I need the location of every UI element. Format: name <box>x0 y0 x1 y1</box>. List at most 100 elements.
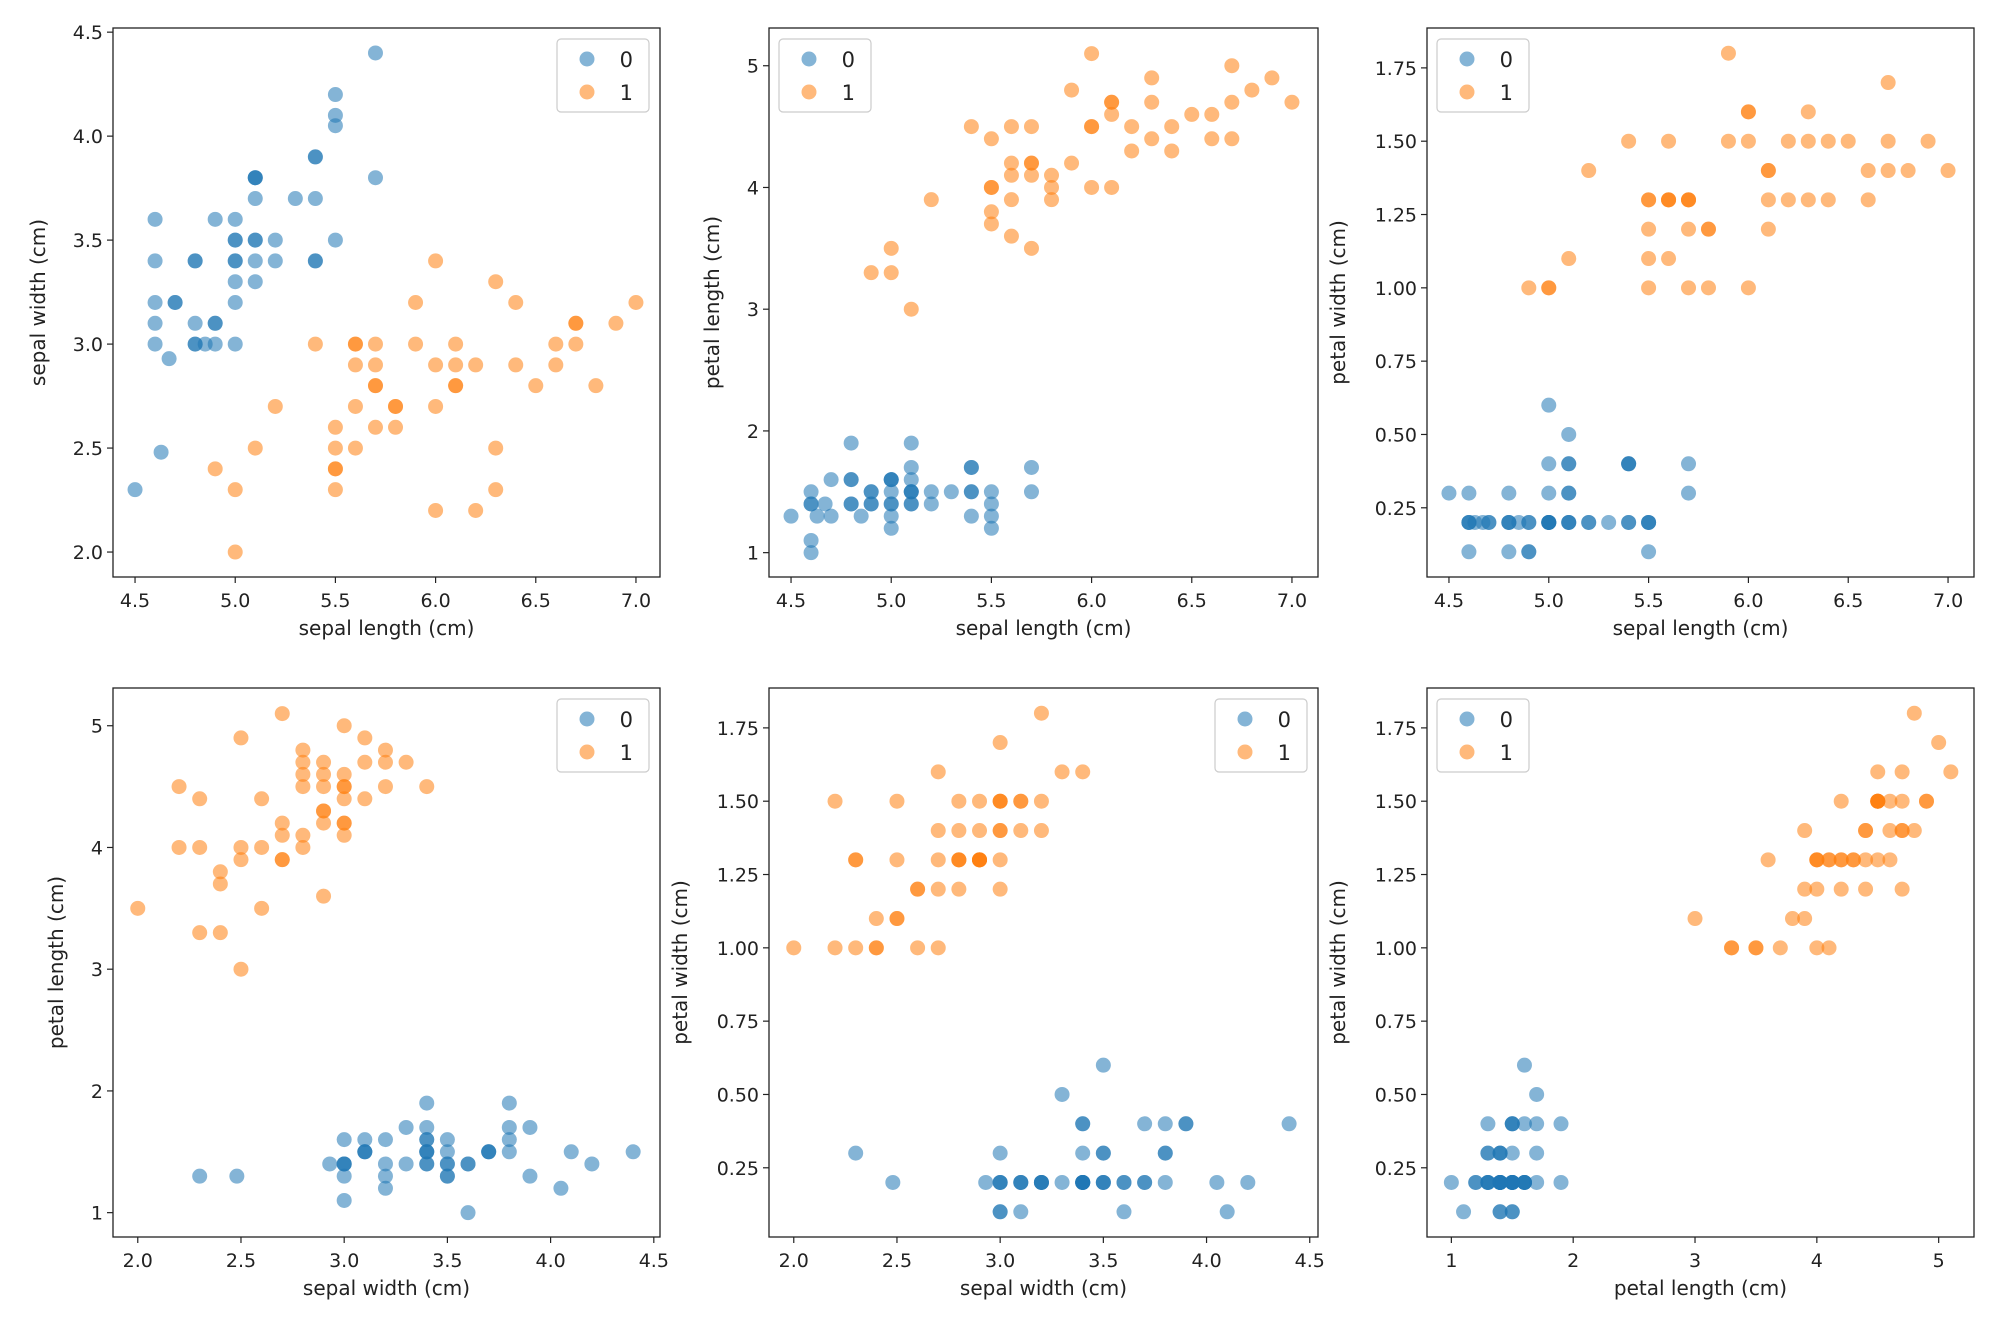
point-class-1 <box>1284 94 1300 110</box>
y-axis-label: petal width (cm) <box>668 880 692 1045</box>
subplot-4: 2.0 2.5 3.0 3.5 4.0 4.5 1 2 3 4 5 sepal width (cm) p… <box>44 687 669 1300</box>
point-class-1 <box>327 482 343 498</box>
x-tick-label: 4.5 <box>776 590 806 612</box>
legend-label: 1 <box>620 741 633 765</box>
x-tick-label: 4 <box>1811 1250 1823 1272</box>
point-class-1 <box>1700 221 1716 237</box>
x-tick: 6.0 <box>1076 577 1107 612</box>
x-tick-label: 6.5 <box>1833 590 1863 612</box>
point-class-0 <box>1541 456 1557 472</box>
point-class-0 <box>625 1144 641 1160</box>
point-class-0 <box>1553 1174 1569 1190</box>
point-class-1 <box>377 779 393 795</box>
point-class-0 <box>1681 485 1697 501</box>
point-class-1 <box>868 911 884 927</box>
point-class-1 <box>327 461 343 477</box>
x-tick: 2.5 <box>882 1237 912 1272</box>
point-class-1 <box>1104 106 1120 122</box>
y-tick-label: 1.00 <box>1375 278 1417 300</box>
y-tick: 2.0 <box>73 542 113 564</box>
point-class-1 <box>786 940 802 956</box>
point-class-1 <box>1800 104 1816 120</box>
point-class-1 <box>889 911 905 927</box>
point-class-0 <box>439 1168 455 1184</box>
point-class-0 <box>1461 544 1477 560</box>
point-class-0 <box>903 484 919 500</box>
point-class-0 <box>1601 514 1617 530</box>
legend: 01 <box>556 38 650 113</box>
y-axis-label: petal width (cm) <box>1326 220 1350 385</box>
point-class-1 <box>1033 823 1049 839</box>
legend-box <box>778 38 872 113</box>
point-class-1 <box>327 440 343 456</box>
point-class-0 <box>327 87 343 103</box>
point-class-0 <box>327 118 343 134</box>
point-class-1 <box>1809 940 1825 956</box>
point-class-0 <box>167 295 183 310</box>
y-tick-label: 1.50 <box>1375 791 1417 813</box>
point-class-1 <box>295 779 311 795</box>
point-class-0 <box>1501 485 1517 501</box>
legend-label: 0 <box>1278 708 1291 732</box>
point-class-0 <box>963 508 979 524</box>
point-class-0 <box>1621 514 1637 530</box>
point-class-1 <box>1740 104 1756 120</box>
point-class-1 <box>1023 167 1039 183</box>
point-class-1 <box>1204 131 1220 147</box>
point-class-0 <box>1529 1086 1545 1102</box>
point-class-0 <box>783 508 799 524</box>
x-tick: 6.0 <box>1733 577 1764 612</box>
point-class-0 <box>377 1180 393 1196</box>
axes-frame <box>768 687 1319 1238</box>
legend-label: 1 <box>1278 741 1291 765</box>
point-class-1 <box>1821 852 1837 868</box>
point-class-1 <box>254 839 270 855</box>
point-class-1 <box>307 336 323 352</box>
x-tick-label: 3.0 <box>985 1250 1015 1272</box>
point-class-0 <box>147 211 163 227</box>
point-class-0 <box>803 545 819 561</box>
point-class-0 <box>1561 514 1577 530</box>
y-tick-label: 2.5 <box>73 438 103 460</box>
legend-box <box>1436 698 1530 773</box>
x-tick: 6.5 <box>521 577 551 612</box>
point-class-0 <box>1541 514 1557 530</box>
point-class-1 <box>1720 45 1736 61</box>
point-class-1 <box>1931 735 1947 751</box>
y-tick: 1.75 <box>1375 58 1427 80</box>
point-class-0 <box>885 1174 901 1190</box>
point-class-0 <box>398 1119 414 1135</box>
point-class-0 <box>419 1119 435 1135</box>
point-class-1 <box>930 823 946 839</box>
point-class-1 <box>367 336 383 352</box>
point-class-1 <box>192 925 208 941</box>
point-class-0 <box>307 191 323 207</box>
x-axis-label: sepal length (cm) <box>1613 616 1789 640</box>
point-class-0 <box>501 1119 517 1135</box>
x-tick-label: 2.5 <box>226 1250 256 1272</box>
x-tick: 2.5 <box>226 1237 256 1272</box>
point-class-1 <box>1821 940 1837 956</box>
point-class-1 <box>1943 764 1959 780</box>
point-class-1 <box>1224 94 1240 110</box>
point-class-0 <box>1504 1116 1520 1132</box>
point-class-1 <box>212 876 228 892</box>
y-tick-label: 0.50 <box>717 1084 759 1106</box>
point-class-0 <box>336 1156 352 1172</box>
x-tick: 4.5 <box>776 577 806 612</box>
point-class-1 <box>972 823 988 839</box>
point-class-1 <box>1064 82 1080 98</box>
point-class-1 <box>316 779 332 795</box>
point-class-1 <box>171 779 187 795</box>
point-class-1 <box>951 793 967 809</box>
x-tick-label: 6.0 <box>1733 590 1763 612</box>
y-tick-label: 3 <box>91 959 103 981</box>
point-class-0 <box>247 253 263 269</box>
point-class-1 <box>1780 192 1796 208</box>
point-class-0 <box>247 170 263 186</box>
legend-label: 0 <box>1500 48 1513 72</box>
point-class-1 <box>336 779 352 795</box>
x-tick-label: 7.0 <box>1933 590 1963 612</box>
point-class-1 <box>316 888 332 904</box>
point-class-0 <box>1561 426 1577 442</box>
